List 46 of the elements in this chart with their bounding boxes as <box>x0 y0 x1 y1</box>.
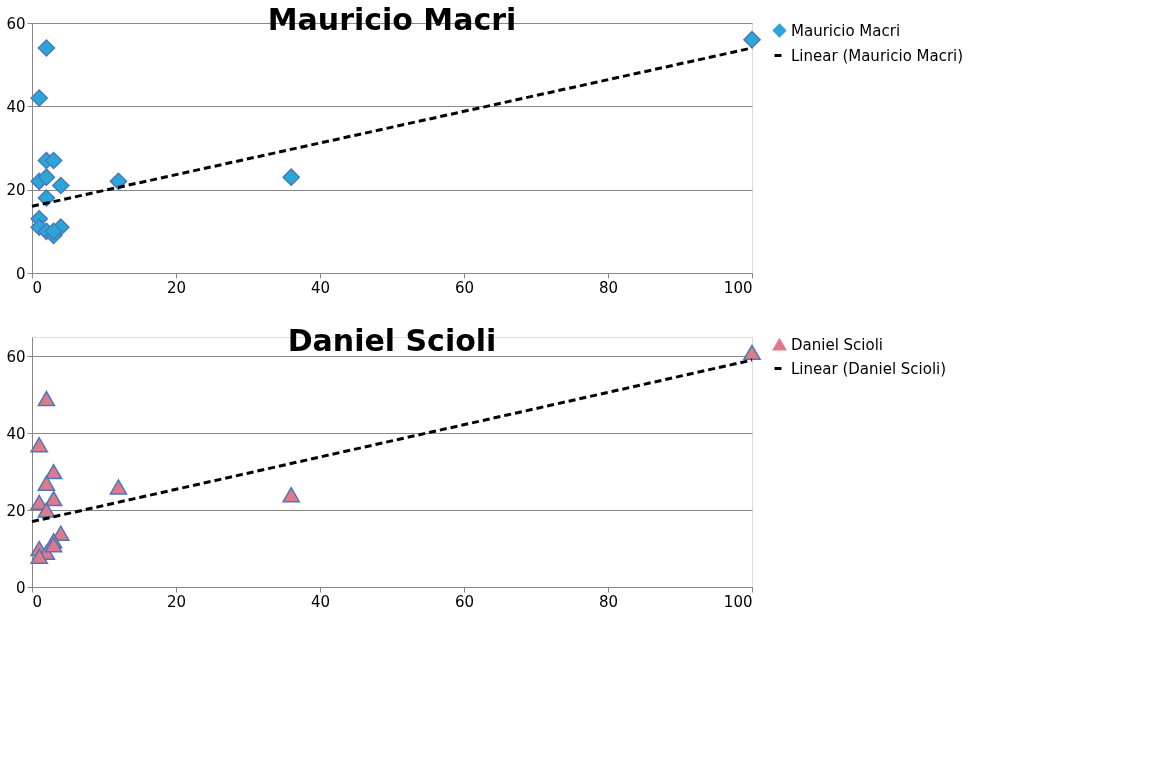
y-tick-label: 60 <box>6 14 26 33</box>
y-tick-label: 40 <box>6 97 26 116</box>
point <box>743 30 761 49</box>
point <box>282 486 301 503</box>
point <box>37 475 56 491</box>
x-tick-label: 40 <box>310 278 331 297</box>
y-tick-label: 40 <box>6 424 26 443</box>
point <box>30 436 49 453</box>
point <box>44 151 63 170</box>
point <box>109 172 128 191</box>
point <box>51 176 70 195</box>
x-tick-label: 20 <box>166 278 187 297</box>
point <box>37 390 56 407</box>
x-tick-label: 100 <box>723 592 753 611</box>
point <box>30 548 49 564</box>
point <box>44 490 63 507</box>
x-tick-label: 40 <box>310 592 331 611</box>
point <box>109 479 128 495</box>
point <box>44 536 63 553</box>
point <box>743 344 761 361</box>
point <box>282 168 301 186</box>
point <box>37 39 56 57</box>
x-tick-label: 60 <box>454 592 475 611</box>
x-tick-label: 0 <box>32 278 43 297</box>
point <box>37 168 56 186</box>
legend-label: Linear (Mauricio Macri) <box>791 46 964 65</box>
point <box>44 222 63 241</box>
chart-title: Mauricio Macri <box>267 2 517 37</box>
y-tick-label: 0 <box>15 578 26 597</box>
legend-label: Daniel Scioli <box>791 335 884 354</box>
y-tick-label: 0 <box>15 264 26 283</box>
x-tick-label: 80 <box>598 278 619 297</box>
chart-title: Daniel Scioli <box>287 323 497 358</box>
y-tick-label: 20 <box>6 181 26 200</box>
x-tick-label: 80 <box>598 592 619 611</box>
legend-label: Linear (Daniel Scioli) <box>791 359 947 378</box>
y-tick-label: 60 <box>6 347 26 366</box>
point <box>37 502 56 518</box>
y-tick-label: 20 <box>6 501 26 520</box>
x-tick-label: 20 <box>166 592 187 611</box>
point <box>30 89 49 107</box>
x-tick-label: 60 <box>454 278 475 297</box>
x-tick-label: 0 <box>32 592 43 611</box>
point <box>44 463 63 480</box>
x-tick-label: 100 <box>723 278 753 297</box>
legend-label: Mauricio Macri <box>791 21 901 40</box>
